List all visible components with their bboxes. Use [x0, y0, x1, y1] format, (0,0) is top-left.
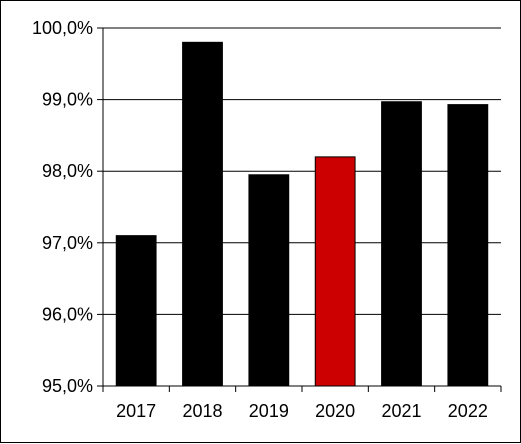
bar-2021 — [381, 101, 422, 387]
gridlines — [103, 27, 501, 315]
x-tick-label: 2020 — [315, 401, 355, 421]
y-tick-label: 100,0% — [32, 18, 93, 38]
y-tick-label: 95,0% — [42, 376, 93, 396]
x-tick-label: 2017 — [116, 401, 156, 421]
bar-2019 — [248, 174, 290, 387]
y-tick-label: 99,0% — [42, 90, 93, 110]
bar-2017 — [115, 235, 157, 387]
x-tick-label: 2021 — [381, 401, 421, 421]
bar-2018 — [182, 41, 223, 387]
x-tick-label: 2019 — [249, 401, 289, 421]
bars — [115, 41, 489, 387]
x-tick-labels: 2017 2018 2019 2020 2021 2022 — [116, 401, 488, 421]
y-tick-label: 98,0% — [42, 161, 93, 181]
y-tick-label: 97,0% — [42, 233, 93, 253]
x-tick-label: 2022 — [448, 401, 488, 421]
bar-2020 — [314, 156, 356, 387]
y-tick-labels: 95,0% 96,0% 97,0% 98,0% 99,0% 100,0% — [32, 18, 93, 396]
y-tick-label: 96,0% — [42, 304, 93, 324]
axes — [97, 27, 502, 392]
x-tick-label: 2018 — [182, 401, 222, 421]
bar-2022 — [447, 104, 489, 387]
